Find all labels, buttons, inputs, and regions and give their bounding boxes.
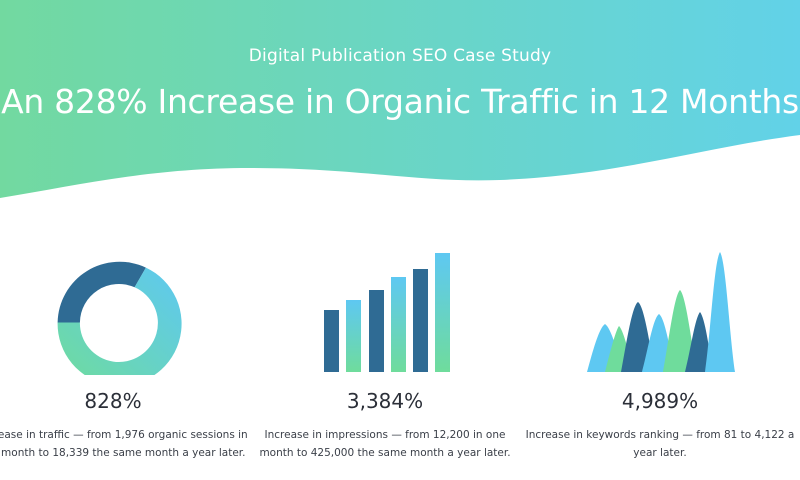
stat-description-line: month to 425,000 the same month a year l… [259, 447, 511, 459]
stat-value: 828% [84, 389, 142, 413]
peaks-chart-icon [525, 240, 795, 375]
stat-description-line: Increase in keywords ranking — from 81 t… [525, 429, 795, 441]
bar [391, 277, 406, 372]
stat-description: Increase in traffic — from 1,976 organic… [0, 426, 248, 462]
stat-description-line: the month to 18,339 the same month a yea… [0, 447, 246, 459]
stat-description-line: year later. [633, 447, 687, 459]
case-study-label: Digital Publication SEO Case Study [248, 46, 552, 66]
peak [705, 252, 735, 372]
bar [435, 253, 450, 372]
bar-chart-icon [250, 240, 520, 375]
stat-value: 3,384% [346, 389, 424, 413]
donut-segment-light [57, 267, 182, 386]
bar [324, 310, 339, 372]
donut-segment-dark [57, 261, 146, 323]
bar [413, 269, 428, 372]
stat-description: Increase in keywords ranking — from 81 t… [525, 426, 795, 462]
stat-keywords: 4,989% Increase in keywords ranking — fr… [525, 240, 795, 462]
donut-chart-icon [0, 240, 248, 386]
page-title: An 828% Increase in Organic Traffic in 1… [1, 82, 799, 121]
stat-description-line: Increase in impressions — from 12,200 in… [264, 429, 506, 441]
stat-value: 4,989% [621, 389, 699, 413]
peak [685, 312, 713, 372]
stat-impressions: 3,384% Increase in impressions — from 12… [250, 240, 520, 462]
bar [346, 300, 361, 372]
hero-banner: Digital Publication SEO Case Study An 82… [0, 0, 800, 210]
stat-traffic: 828% Increase in traffic — from 1,976 or… [0, 240, 248, 462]
stat-description: Increase in impressions — from 12,200 in… [250, 426, 520, 462]
hero-wave-background [0, 0, 800, 198]
peak [663, 290, 697, 372]
bar [369, 290, 384, 372]
stat-description-line: Increase in traffic — from 1,976 organic… [0, 429, 248, 441]
